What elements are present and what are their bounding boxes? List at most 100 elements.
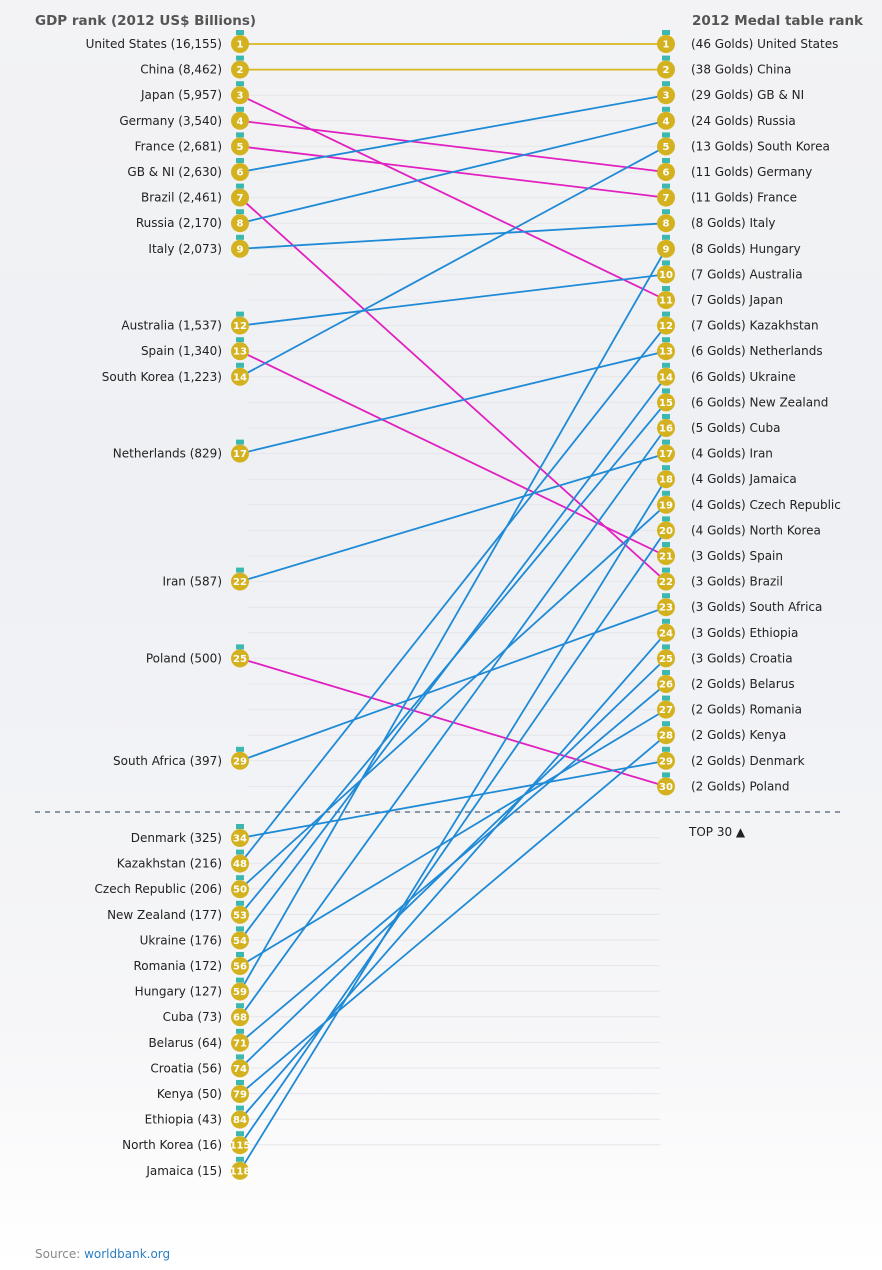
medal-australia-rank: 10	[659, 270, 673, 281]
slope-line-netherlands	[239, 350, 667, 455]
gdp-label-united-states: United States (16,155)	[86, 37, 222, 51]
medal-south-korea-rank: 5	[663, 142, 670, 153]
gdp-kazakhstan-medal	[231, 854, 249, 873]
gdp-label-spain: Spain (1,340)	[141, 344, 222, 358]
gdp-kenya-rank: 79	[233, 1090, 247, 1101]
gdp-czech-republic-ribbon	[236, 875, 244, 881]
medal-belarus-rank: 26	[659, 680, 673, 691]
medal-gb-ni-medal	[657, 86, 675, 105]
gdp-new-zealand-medal	[231, 905, 249, 924]
gdp-denmark-ribbon	[236, 824, 244, 829]
medal-spain-medal	[657, 547, 675, 565]
gdp-label-australia: Australia (1,537)	[121, 319, 222, 333]
medal-ukraine-medal	[657, 367, 675, 386]
gdp-iran-ribbon	[236, 567, 244, 573]
gdp-label-denmark: Denmark (325)	[131, 831, 222, 845]
medal-denmark-ribbon	[662, 746, 670, 752]
gdp-label-brazil: Brazil (2,461)	[141, 191, 222, 205]
gdp-label-czech-republic: Czech Republic (206)	[95, 882, 222, 896]
medal-russia-ribbon	[662, 106, 670, 112]
gdp-label-ukraine: Ukraine (176)	[140, 933, 222, 947]
source-note: Source: worldbank.org	[35, 1247, 170, 1261]
gdp-ukraine-medal	[231, 931, 249, 950]
medal-poland-rank: 30	[659, 782, 673, 793]
medal-label-north-korea: (4 Golds) North Korea	[691, 523, 821, 537]
slope-line-italy	[239, 222, 667, 250]
gdp-new-zealand-ribbon	[236, 900, 244, 906]
gdp-south-africa-medal	[231, 751, 249, 770]
gdp-kazakhstan-ribbon	[236, 849, 244, 855]
gdp-label-romania: Romania (172)	[133, 959, 222, 973]
medal-cuba-ribbon	[662, 414, 670, 419]
medal-south-korea-ribbon	[662, 132, 670, 138]
gdp-brazil-rank: 7	[237, 193, 244, 204]
gdp-russia-rank: 8	[237, 219, 244, 230]
gdp-north-korea-rank: 115	[230, 1141, 251, 1152]
medal-label-south-korea: (13 Golds) South Korea	[691, 139, 830, 153]
gdp-label-germany: Germany (3,540)	[119, 114, 222, 128]
medal-label-ethiopia: (3 Golds) Ethiopia	[691, 626, 798, 640]
gdp-russia-ribbon	[236, 209, 244, 215]
medal-ukraine-ribbon	[662, 362, 670, 368]
gdp-belarus-medal	[231, 1033, 249, 1052]
gdp-label-russia: Russia (2,170)	[136, 216, 222, 230]
gdp-romania-ribbon	[236, 952, 244, 957]
medal-cuba-rank: 16	[659, 424, 673, 435]
gdp-label-croatia: Croatia (56)	[150, 1061, 222, 1075]
medal-label-kazakhstan: (7 Golds) Kazakhstan	[691, 319, 819, 333]
gdp-denmark-medal	[231, 829, 249, 847]
gdp-croatia-rank: 74	[233, 1064, 247, 1075]
gdp-jamaica-ribbon	[236, 1156, 244, 1162]
gdp-gb-ni-ribbon	[236, 158, 244, 163]
medal-north-korea-rank: 20	[659, 526, 673, 537]
medal-hungary-medal	[657, 239, 675, 258]
gdp-japan-rank: 3	[237, 91, 244, 102]
medal-croatia-rank: 25	[659, 654, 673, 665]
gdp-poland-ribbon	[236, 644, 244, 650]
medal-netherlands-ribbon	[662, 337, 670, 343]
medal-iran-rank: 17	[659, 449, 673, 460]
left-axis-title: GDP rank (2012 US$ Billions)	[35, 13, 256, 29]
medal-cuba-medal	[657, 419, 675, 437]
gdp-label-italy: Italy (2,073)	[148, 242, 222, 256]
slope-line-russia	[239, 119, 667, 225]
gdp-label-south-korea: South Korea (1,223)	[102, 370, 222, 384]
medal-label-new-zealand: (6 Golds) New Zealand	[691, 395, 828, 409]
medal-australia-ribbon	[662, 260, 670, 266]
medal-germany-ribbon	[662, 158, 670, 163]
gdp-czech-republic-medal	[231, 880, 249, 899]
gdp-romania-medal	[231, 957, 249, 975]
gdp-ethiopia-rank: 84	[233, 1115, 247, 1126]
gdp-new-zealand-rank: 53	[233, 910, 247, 921]
medal-germany-medal	[657, 163, 675, 181]
gdp-label-cuba: Cuba (73)	[163, 1010, 222, 1024]
gdp-label-hungary: Hungary (127)	[135, 985, 222, 999]
medal-france-rank: 7	[663, 193, 670, 204]
slope-line-jamaica	[239, 478, 667, 1172]
gdp-poland-medal	[231, 649, 249, 668]
medal-label-brazil: (3 Golds) Brazil	[691, 575, 783, 589]
medal-jamaica-ribbon	[662, 465, 670, 471]
medal-russia-rank: 4	[663, 116, 670, 127]
medal-kazakhstan-rank: 12	[659, 321, 673, 332]
medal-south-korea-medal	[657, 137, 675, 156]
medal-denmark-medal	[657, 751, 675, 770]
gdp-united-states-ribbon	[236, 30, 244, 35]
medal-china-rank: 2	[663, 65, 670, 76]
gdp-jamaica-medal	[231, 1161, 249, 1180]
medal-label-united-states: (46 Golds) United States	[691, 37, 838, 51]
gdp-japan-medal	[231, 86, 249, 105]
gdp-label-kazakhstan: Kazakhstan (216)	[117, 857, 222, 871]
medal-czech-republic-ribbon	[662, 490, 670, 496]
medal-jamaica-medal	[657, 470, 675, 489]
source-link[interactable]: worldbank.org	[84, 1247, 171, 1261]
medal-label-croatia: (3 Golds) Croatia	[691, 651, 793, 665]
medal-brazil-medal	[657, 572, 675, 591]
slope-line-brazil	[239, 196, 667, 583]
gdp-jamaica-rank: 118	[230, 1166, 251, 1177]
gdp-germany-ribbon	[236, 106, 244, 112]
gdp-iran-medal	[231, 572, 249, 591]
gdp-brazil-ribbon	[236, 183, 244, 189]
medal-label-ukraine: (6 Golds) Ukraine	[691, 370, 796, 384]
top30-label: TOP 30 ▲	[688, 825, 746, 839]
